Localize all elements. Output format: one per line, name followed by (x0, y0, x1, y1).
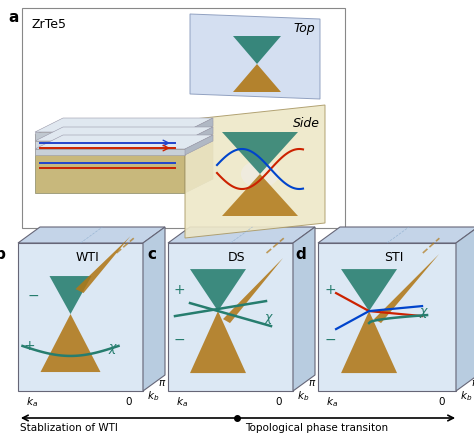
Polygon shape (456, 227, 474, 391)
Polygon shape (190, 269, 246, 311)
Text: $-$: $-$ (27, 288, 39, 302)
Text: $-$: $-$ (173, 332, 185, 346)
Polygon shape (185, 118, 213, 140)
Text: d: d (295, 247, 306, 262)
Polygon shape (35, 132, 185, 140)
Polygon shape (222, 132, 298, 174)
Polygon shape (35, 135, 213, 149)
Polygon shape (185, 135, 213, 155)
Text: $+$: $+$ (23, 339, 36, 353)
Polygon shape (185, 105, 325, 238)
Text: $k_b$: $k_b$ (460, 389, 472, 403)
Polygon shape (318, 227, 474, 243)
Text: $-$: $-$ (324, 332, 336, 346)
Text: ZrTe5: ZrTe5 (32, 18, 67, 31)
Text: $+$: $+$ (173, 283, 185, 297)
Polygon shape (341, 269, 397, 311)
Polygon shape (35, 149, 185, 155)
Polygon shape (40, 314, 100, 372)
Polygon shape (374, 254, 439, 323)
Polygon shape (75, 236, 130, 293)
Text: $\chi$: $\chi$ (419, 306, 429, 320)
Text: $k_a$: $k_a$ (326, 395, 338, 409)
Polygon shape (222, 174, 298, 216)
Polygon shape (190, 311, 246, 373)
Text: $k_a$: $k_a$ (176, 395, 188, 409)
Polygon shape (168, 227, 315, 243)
Polygon shape (49, 276, 91, 314)
Polygon shape (35, 135, 185, 193)
Text: a: a (8, 10, 18, 25)
Polygon shape (18, 243, 143, 391)
Text: $k_a$: $k_a$ (26, 395, 38, 409)
Polygon shape (168, 243, 293, 391)
Polygon shape (35, 121, 213, 135)
Text: $0$: $0$ (275, 395, 283, 407)
Polygon shape (233, 36, 281, 64)
Text: $0$: $0$ (438, 395, 446, 407)
Polygon shape (35, 127, 213, 141)
Text: $\pi$: $\pi$ (308, 378, 316, 388)
Text: $\chi$: $\chi$ (108, 342, 118, 356)
Text: $k_b$: $k_b$ (297, 389, 309, 403)
Polygon shape (18, 227, 165, 243)
Text: b: b (0, 247, 6, 262)
Polygon shape (35, 141, 185, 148)
Polygon shape (185, 127, 213, 148)
Polygon shape (293, 227, 315, 391)
Text: Stablization of WTI: Stablization of WTI (20, 423, 118, 433)
Polygon shape (233, 64, 281, 92)
Polygon shape (185, 121, 213, 193)
Text: $\chi$: $\chi$ (264, 312, 274, 326)
Text: $\pi$: $\pi$ (158, 378, 166, 388)
Text: $k_b$: $k_b$ (147, 389, 159, 403)
Text: $\pi$: $\pi$ (471, 378, 474, 388)
Polygon shape (190, 14, 320, 99)
Polygon shape (143, 227, 165, 391)
Text: Side: Side (293, 117, 320, 130)
Polygon shape (35, 118, 213, 132)
Bar (22, 8, 345, 228)
Text: DS: DS (228, 251, 246, 264)
Polygon shape (223, 258, 283, 323)
Text: Top: Top (293, 22, 315, 35)
Text: WTI: WTI (75, 251, 99, 264)
Text: Topological phase transiton: Topological phase transiton (245, 423, 388, 433)
Polygon shape (318, 243, 456, 391)
Text: $0$: $0$ (125, 395, 133, 407)
Ellipse shape (241, 160, 279, 188)
Text: c: c (147, 247, 156, 262)
Text: $+$: $+$ (324, 283, 336, 297)
Polygon shape (341, 311, 397, 373)
Text: STI: STI (384, 251, 404, 264)
